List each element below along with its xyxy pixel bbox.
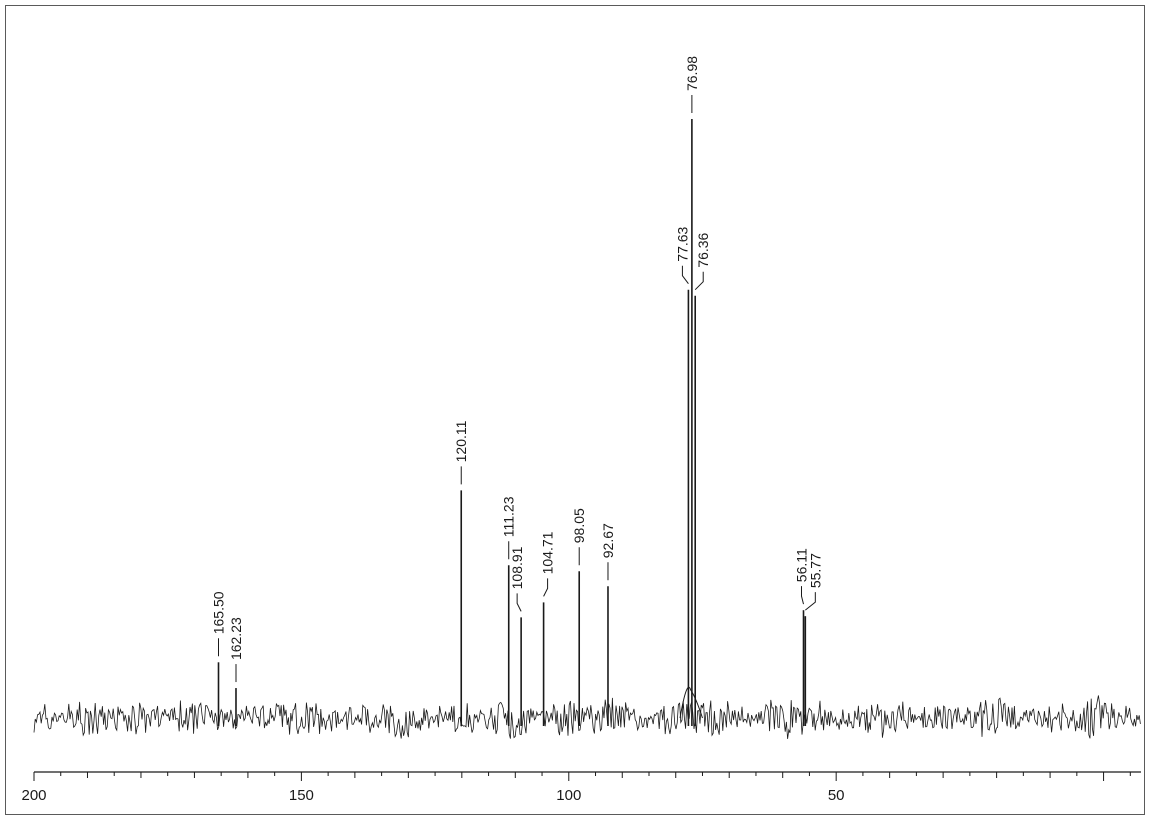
- x-tick-label-50: 50: [828, 787, 845, 804]
- peak-label-76-98: 76.98: [684, 56, 700, 91]
- baseline-noise-trace: [33, 695, 1141, 739]
- peak-label-76-36: 76.36: [695, 232, 711, 267]
- peak-label-108-91: 108.91: [509, 546, 525, 589]
- peak-leader-56-11: [800, 586, 804, 605]
- peak-leader-77-63: [681, 265, 689, 285]
- peak-leader-76-36: [694, 271, 704, 291]
- spectrum-frame: 165.50 162.23 120.11 111.23 108.91 104.71 98.0…: [5, 5, 1145, 815]
- peak-label-56-11: 56.11: [793, 548, 809, 582]
- peak-leader-108-91: [516, 593, 522, 612]
- peak-label-98-05: 98.05: [571, 508, 587, 543]
- x-axis: 200 150 100 50: [21, 771, 1141, 804]
- peak-leader-104-71: [543, 578, 549, 597]
- x-tick-label-200: 200: [21, 787, 46, 804]
- solvent-hump: [679, 686, 703, 719]
- peak-leader-55-77: [805, 592, 816, 611]
- peak-label-92-67: 92.67: [600, 523, 616, 558]
- peak-label-120-11: 120.11: [453, 420, 469, 462]
- peak-label-55-77: 55.77: [807, 553, 823, 588]
- x-tick-label-100: 100: [556, 787, 581, 804]
- peak-label-165-50: 165.50: [211, 591, 227, 634]
- peak-label-77-63: 77.63: [674, 226, 690, 261]
- x-tick-label-150: 150: [289, 787, 314, 804]
- spectrum-trace-layer: [33, 119, 1141, 739]
- peak-label-104-71: 104.71: [540, 531, 556, 574]
- peak-label-111-23: 111.23: [501, 496, 517, 537]
- peak-label-162-23: 162.23: [228, 617, 244, 660]
